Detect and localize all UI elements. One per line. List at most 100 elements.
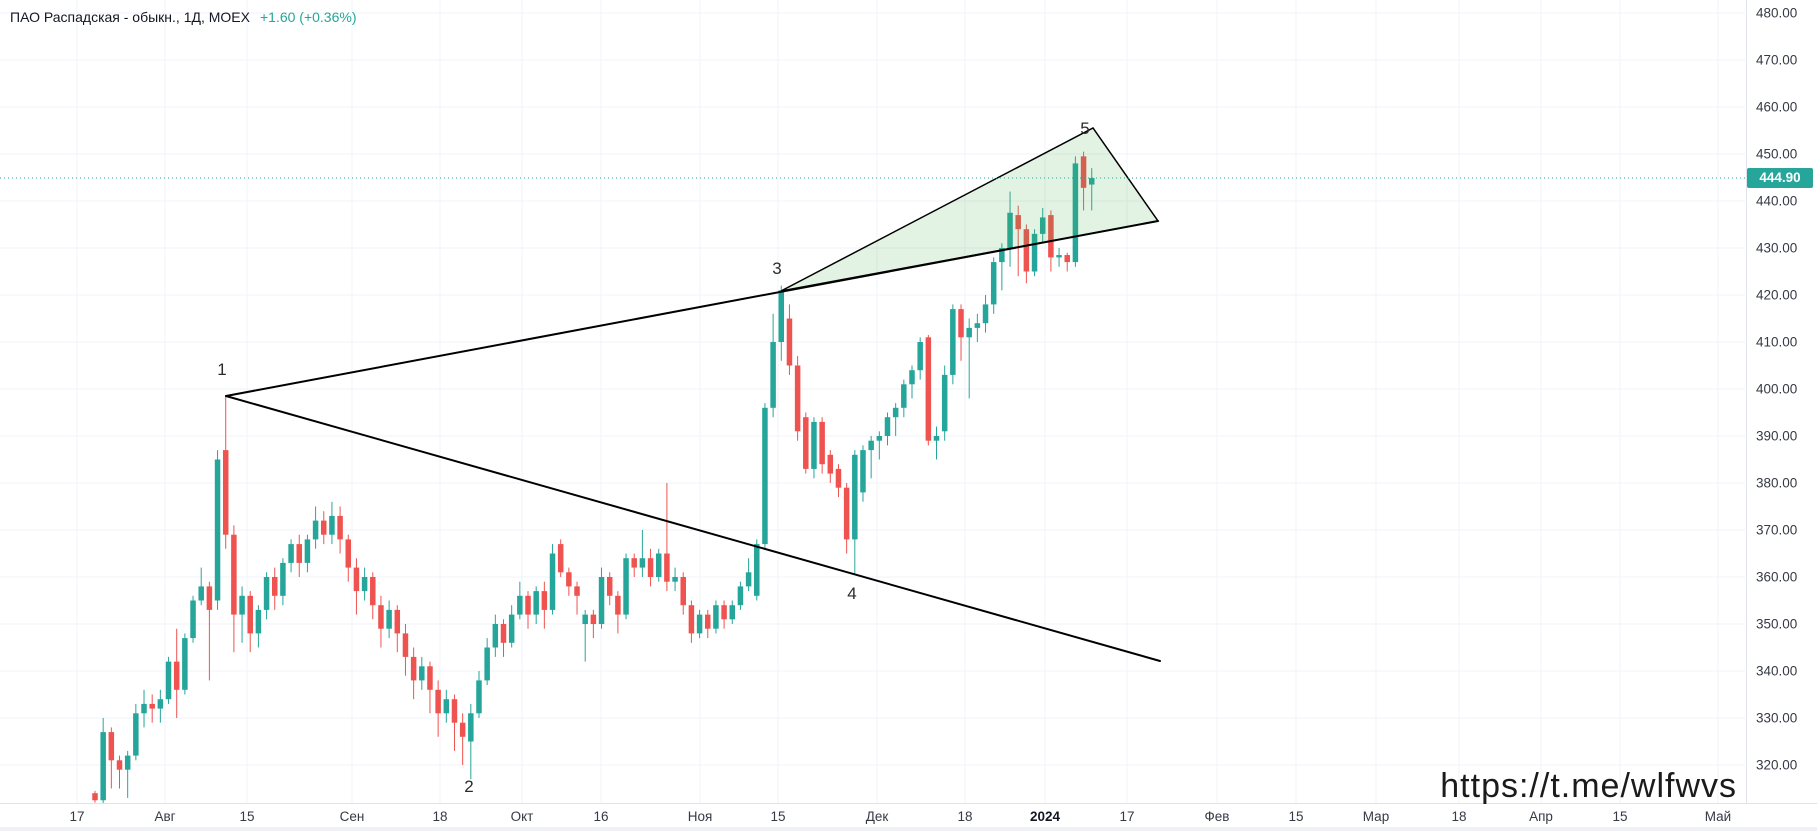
time-tick-label: 15: [770, 809, 786, 824]
candle-body: [917, 342, 923, 371]
candle-body: [1048, 215, 1054, 258]
price-tick-label: 330.00: [1756, 710, 1798, 726]
price-tick-label: 470.00: [1756, 52, 1798, 68]
candle-body: [206, 586, 213, 610]
wave-label-2[interactable]: 2: [464, 777, 474, 796]
candle-body: [288, 544, 294, 563]
candle-body: [525, 595, 531, 615]
candle-body: [762, 407, 768, 545]
candle-body: [353, 567, 360, 592]
candle-body: [517, 595, 523, 615]
candle-body: [484, 647, 490, 681]
wave-label-4[interactable]: 4: [847, 584, 857, 603]
candle-body: [582, 614, 588, 624]
candle-body: [198, 586, 204, 601]
candle-body: [606, 577, 613, 596]
candle-body: [958, 309, 964, 338]
candle-body: [370, 577, 376, 606]
time-tick-label: Май: [1704, 809, 1732, 824]
candle-body: [378, 605, 384, 629]
candle-body: [590, 614, 597, 624]
candle-body: [786, 318, 793, 366]
chart-legend: ПАО Распадская - обыкн., 1Д, MOEX +1.60 …: [10, 8, 357, 26]
candle-body: [566, 572, 572, 587]
candle-body: [1023, 229, 1030, 272]
price-tick-label: 450.00: [1756, 146, 1798, 162]
candle-body: [933, 436, 940, 441]
candle-body: [549, 553, 556, 610]
candle-body: [827, 454, 834, 474]
wave-label-5[interactable]: 5: [1080, 119, 1090, 138]
candle-body: [312, 520, 319, 540]
price-tick-label: 340.00: [1756, 663, 1798, 679]
candle-body: [271, 577, 278, 596]
price-tick-label: 410.00: [1756, 334, 1798, 350]
candle-body: [247, 595, 253, 634]
symbol-title[interactable]: ПАО Распадская - обыкн., 1Д, MOEX: [10, 9, 250, 25]
time-tick-label: Авг: [154, 809, 176, 824]
price-tick-label: 320.00: [1756, 757, 1798, 773]
candle-body: [819, 421, 825, 465]
candle-body: [696, 614, 703, 634]
trendline-2[interactable]: [225, 395, 1161, 662]
candle-body: [394, 609, 401, 634]
time-tick-label: 18: [432, 809, 448, 824]
candle-body: [655, 553, 662, 577]
candle-body: [794, 365, 801, 432]
time-tick-label: 15: [239, 809, 255, 824]
price-tick-label: 460.00: [1756, 99, 1798, 115]
price-tick-label: 380.00: [1756, 475, 1798, 491]
candle-body: [173, 661, 180, 690]
candle-body: [321, 520, 327, 535]
time-axis-border: [0, 803, 1817, 804]
time-tick-label: 15: [1612, 809, 1628, 824]
candle-body: [533, 591, 539, 615]
time-tick-label: Апр: [1529, 809, 1553, 824]
time-tick-label: Сен: [339, 809, 365, 824]
candle-body: [1031, 233, 1038, 272]
candle-body: [941, 374, 948, 432]
candle-body: [754, 544, 760, 596]
candle-body: [876, 436, 883, 441]
candle-body: [108, 732, 115, 761]
candle-body: [729, 605, 736, 620]
price-tick-label: 350.00: [1756, 616, 1798, 632]
price-tick-label: 370.00: [1756, 522, 1798, 538]
trendline-1[interactable]: [225, 220, 1159, 397]
candle-body: [451, 699, 458, 723]
candle-body: [476, 680, 482, 714]
candle-body: [950, 309, 956, 375]
candle-body: [909, 370, 915, 385]
candlesticks[interactable]: [92, 151, 1095, 804]
wave-label-1[interactable]: 1: [217, 360, 227, 379]
candle-body: [1056, 255, 1062, 258]
candle-body: [255, 609, 262, 634]
candle-body: [1015, 215, 1021, 230]
candle-body: [182, 638, 188, 690]
watermark-link: https://t.me/wlfwvs: [1440, 767, 1737, 805]
candle-body: [574, 586, 580, 596]
candle-body: [133, 713, 139, 756]
candle-body: [1064, 255, 1070, 263]
candle-body: [892, 407, 899, 418]
candle-body: [222, 450, 229, 535]
candle-body: [263, 577, 270, 610]
candle-body: [745, 572, 752, 587]
time-tick-label: 2024: [1029, 809, 1061, 824]
candle-body: [280, 562, 286, 596]
triangle-drawing[interactable]: [780, 127, 1160, 292]
last-price-label[interactable]: 444.90: [1747, 167, 1813, 188]
time-tick-label: Фев: [1204, 809, 1230, 824]
candle-body: [92, 793, 98, 801]
candle-body: [1007, 212, 1013, 248]
time-tick-label: Мар: [1362, 809, 1390, 824]
candle-body: [231, 534, 237, 615]
candle-body: [647, 558, 654, 577]
wave-label-3[interactable]: 3: [772, 259, 782, 278]
candle-body: [664, 553, 670, 582]
candle-body: [304, 539, 311, 563]
candle-body: [835, 468, 842, 488]
candle-body: [116, 760, 123, 770]
time-tick-label: Окт: [510, 809, 534, 824]
